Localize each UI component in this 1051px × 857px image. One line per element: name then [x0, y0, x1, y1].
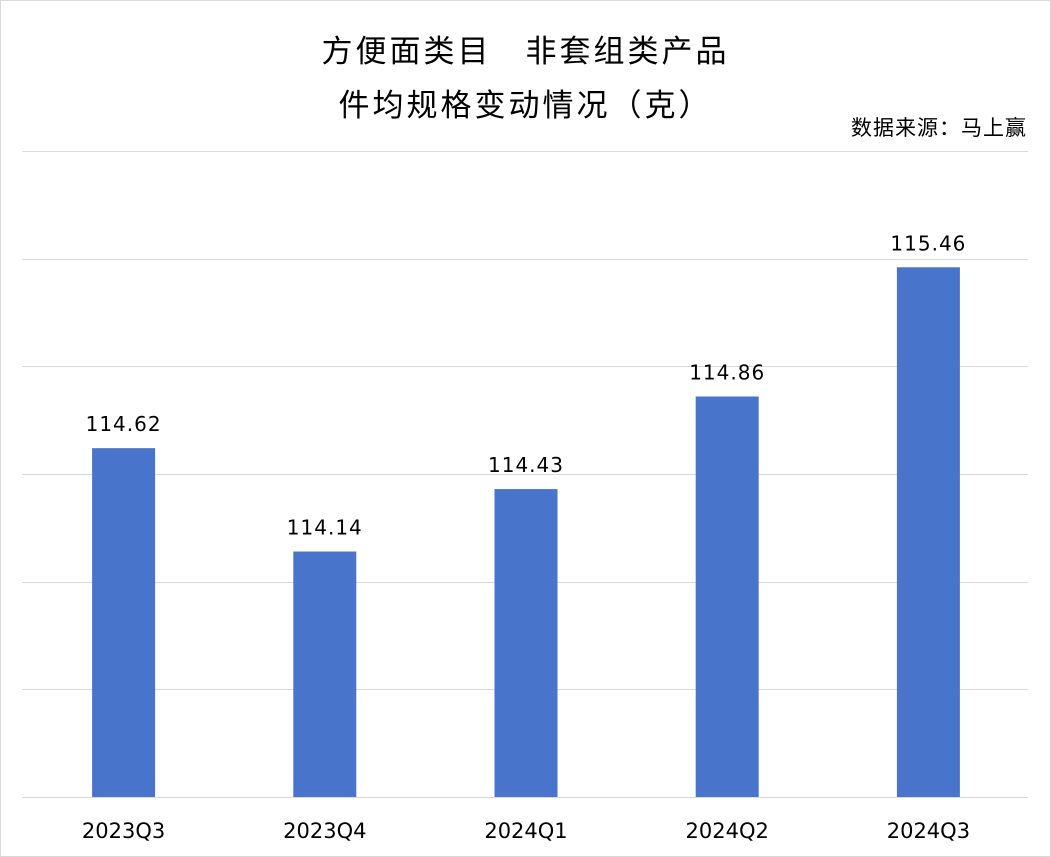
data-label: 114.14	[287, 516, 363, 540]
data-label: 114.86	[689, 360, 765, 384]
data-label: 115.46	[890, 231, 966, 255]
x-tick-label: 2023Q3	[82, 819, 165, 843]
chart-title-line-2: 件均规格变动情况（克）	[338, 88, 713, 124]
bar-2024Q2	[695, 396, 759, 797]
data-label: 114.62	[86, 412, 162, 436]
bar-2024Q3	[896, 267, 960, 797]
x-tick-label: 2024Q2	[686, 819, 769, 843]
bar-2023Q4	[293, 551, 357, 797]
data-source-note: 数据来源：马上赢	[851, 116, 1027, 140]
data-label: 114.43	[488, 453, 564, 477]
chart-title-line-1: 方便面类目 非套组类产品	[321, 34, 730, 70]
bar-2024Q1	[494, 489, 558, 797]
x-tick-label: 2024Q3	[887, 819, 970, 843]
x-tick-label: 2023Q4	[283, 819, 366, 843]
bar-2023Q3	[92, 448, 156, 797]
x-tick-label: 2024Q1	[484, 819, 567, 843]
